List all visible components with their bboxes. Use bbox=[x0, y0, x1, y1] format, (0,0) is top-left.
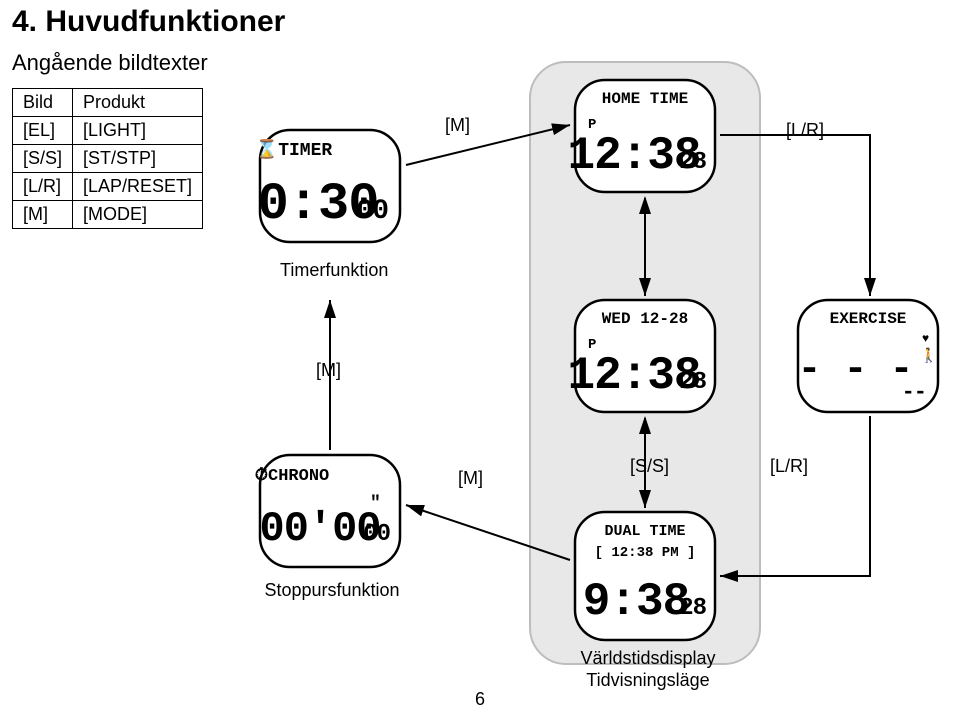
screen-date-time: WED 12-28 P 12:38 28 bbox=[567, 300, 715, 412]
screen-chrono: ⏱CHRONO 00'00 " 00 bbox=[255, 455, 400, 567]
svg-text:- - -: - - - bbox=[797, 348, 912, 393]
label-timerfunc: Timerfunktion bbox=[280, 260, 380, 281]
svg-text:28: 28 bbox=[679, 369, 706, 396]
svg-text:[ 12:38 PM ]: [ 12:38 PM ] bbox=[595, 545, 696, 561]
label-ss1: [S/S] bbox=[630, 456, 669, 477]
panel-tidvisning bbox=[530, 62, 760, 664]
svg-text:00: 00 bbox=[356, 196, 388, 227]
svg-text:EXERCISE: EXERCISE bbox=[830, 310, 907, 328]
label-m1: [M] bbox=[445, 115, 470, 136]
legend-cell: [MODE] bbox=[73, 201, 203, 229]
page-subtitle: Angående bildtexter bbox=[12, 50, 208, 76]
label-m3: [M] bbox=[458, 468, 483, 489]
svg-text:--: -- bbox=[902, 380, 926, 405]
svg-text:28: 28 bbox=[679, 149, 706, 176]
label-stoppursfunc: Stoppursfunktion bbox=[262, 580, 402, 601]
label-m2: [M] bbox=[316, 360, 341, 381]
svg-text:WED 12-28: WED 12-28 bbox=[602, 310, 688, 328]
svg-text:HOME TIME: HOME TIME bbox=[602, 90, 688, 108]
page-number: 6 bbox=[475, 689, 485, 710]
svg-text:": " bbox=[370, 494, 380, 514]
arrow-dual-chrono bbox=[406, 505, 570, 560]
svg-text:P: P bbox=[588, 337, 596, 353]
arrow-home-exercise bbox=[720, 135, 870, 296]
page-title: 4. Huvudfunktioner bbox=[12, 5, 285, 39]
svg-text:P: P bbox=[588, 117, 596, 133]
svg-text:⌛TIMER: ⌛TIMER bbox=[256, 138, 333, 161]
svg-text:28: 28 bbox=[679, 595, 706, 622]
arrow-exercise-dual bbox=[720, 416, 870, 576]
svg-text:12:38: 12:38 bbox=[567, 130, 700, 182]
svg-text:DUAL TIME: DUAL TIME bbox=[604, 523, 685, 540]
svg-text:⏱CHRONO: ⏱CHRONO bbox=[255, 466, 329, 486]
legend-cell: [EL] bbox=[13, 117, 73, 145]
arrow-timer-home bbox=[406, 125, 570, 165]
label-lr1: [L/R] bbox=[786, 120, 824, 141]
legend-col2: Produkt bbox=[73, 89, 203, 117]
svg-text:♥: ♥ bbox=[922, 331, 929, 345]
legend-table: Bild Produkt [EL][LIGHT] [S/S][ST/STP] [… bbox=[12, 88, 203, 229]
legend-cell: [S/S] bbox=[13, 145, 73, 173]
legend-cell: [ST/STP] bbox=[73, 145, 203, 173]
legend-cell: [LAP/RESET] bbox=[73, 173, 203, 201]
screen-dual-time: DUAL TIME [ 12:38 PM ] 9:38 28 bbox=[575, 512, 715, 640]
screen-timer: ⌛TIMER 0:30 00 bbox=[256, 130, 400, 242]
legend-cell: [L/R] bbox=[13, 173, 73, 201]
svg-text:0:30: 0:30 bbox=[258, 175, 379, 234]
legend-cell: [LIGHT] bbox=[73, 117, 203, 145]
screen-exercise: EXERCISE - - - ♥ 🚶 -- bbox=[797, 300, 938, 412]
svg-text:12:38: 12:38 bbox=[567, 350, 700, 402]
legend-col1: Bild bbox=[13, 89, 73, 117]
legend-cell: [M] bbox=[13, 201, 73, 229]
svg-text:🚶: 🚶 bbox=[920, 347, 937, 364]
svg-text:00: 00 bbox=[363, 521, 390, 548]
svg-text:00'00: 00'00 bbox=[259, 505, 380, 553]
svg-text:9:38: 9:38 bbox=[583, 576, 689, 628]
screen-home-time: HOME TIME P 12:38 28 bbox=[567, 80, 715, 192]
label-lr2: [L/R] bbox=[770, 456, 808, 477]
label-varldstid: Världstidsdisplay Tidvisningsläge bbox=[568, 648, 728, 691]
